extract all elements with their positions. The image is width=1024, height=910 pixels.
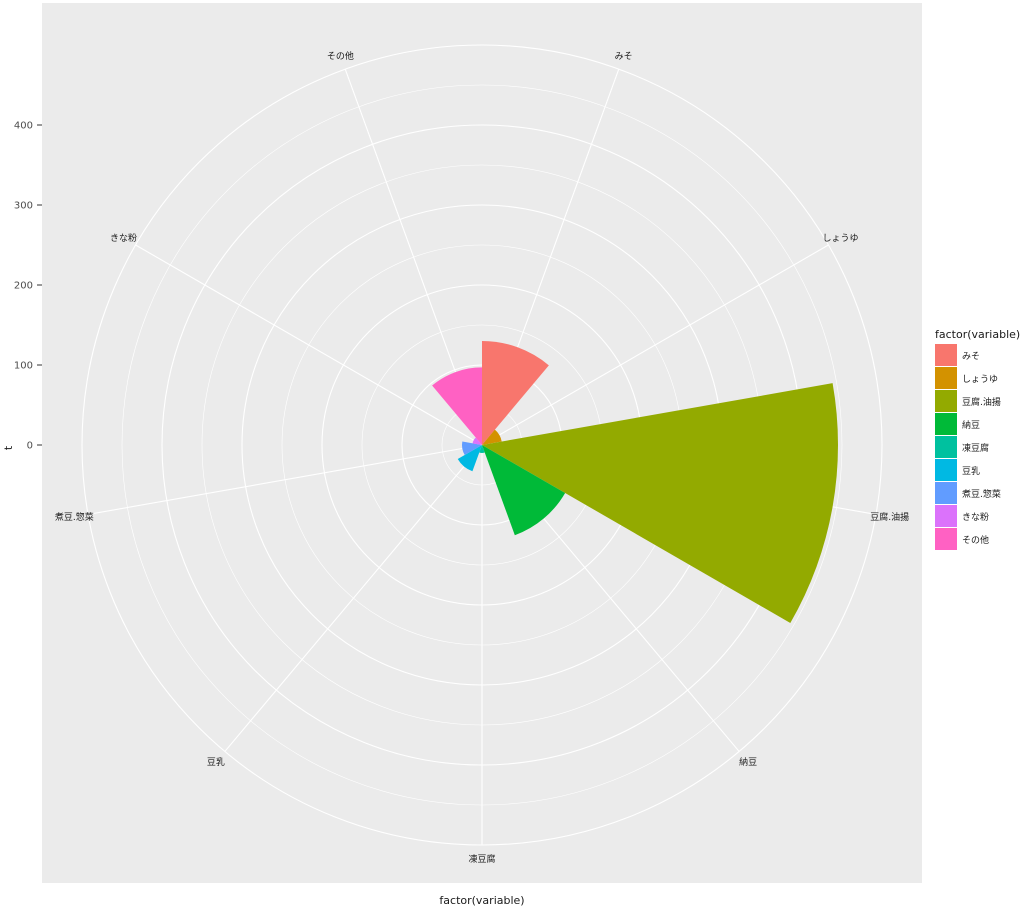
grid-spoke — [135, 244, 483, 446]
bar-0 — [482, 341, 549, 445]
category-label: みそ — [615, 51, 633, 62]
legend-key — [935, 505, 957, 527]
legend: factor(variable) みそしょうゆ豆腐.油揚納豆凍豆腐豆乳煮豆.惣菜… — [935, 328, 1020, 550]
legend-label: みそ — [962, 351, 980, 362]
category-label: 豆腐.油揚 — [870, 511, 909, 523]
y-tick-label: 100 — [14, 361, 33, 372]
bar-1 — [482, 429, 502, 445]
legend-key — [935, 413, 957, 435]
legend-key — [935, 390, 957, 412]
bar-5 — [457, 445, 482, 472]
legend-label: 凍豆腐 — [962, 442, 989, 454]
legend-key — [935, 344, 957, 366]
grid-spoke — [481, 244, 829, 446]
bar-3 — [482, 445, 566, 536]
legend-key — [935, 482, 957, 504]
y-axis-ticks: 0 100 200 300 400 — [14, 121, 42, 452]
category-label: しょうゆ — [823, 233, 859, 244]
y-tick-label: 0 — [27, 441, 33, 452]
legend-label: しょうゆ — [962, 374, 998, 385]
bar-8 — [432, 367, 482, 445]
y-tick-label: 200 — [14, 281, 33, 292]
bars — [432, 341, 839, 623]
legend-label: きな粉 — [962, 511, 989, 523]
legend-key — [935, 436, 957, 458]
category-label: 納豆 — [739, 756, 757, 768]
legend-label: 豆乳 — [962, 465, 980, 477]
bar-7 — [472, 437, 482, 445]
legend-key — [935, 459, 957, 481]
grid-spoke — [87, 444, 483, 516]
bar-4 — [479, 445, 485, 453]
legend-label: 納豆 — [962, 419, 980, 431]
category-label: 煮豆.惣菜 — [55, 511, 94, 523]
category-label: きな粉 — [110, 232, 137, 244]
bar-6 — [462, 441, 482, 455]
bar-2 — [482, 383, 839, 623]
legend-label: 豆腐.油揚 — [962, 396, 1001, 408]
legend-label: その他 — [962, 534, 989, 546]
legend-title: factor(variable) — [935, 328, 1020, 341]
y-axis-title: t — [2, 445, 15, 450]
category-label: その他 — [327, 50, 354, 62]
grid-spoke — [224, 444, 483, 752]
y-tick-label: 400 — [14, 121, 33, 132]
category-label: 豆乳 — [207, 756, 225, 768]
legend-key — [935, 528, 957, 550]
legend-label: 煮豆.惣菜 — [962, 488, 1001, 500]
category-label: 凍豆腐 — [468, 853, 495, 865]
y-tick-label: 300 — [14, 201, 33, 212]
legend-key — [935, 367, 957, 389]
x-axis-title: factor(variable) — [439, 894, 524, 907]
